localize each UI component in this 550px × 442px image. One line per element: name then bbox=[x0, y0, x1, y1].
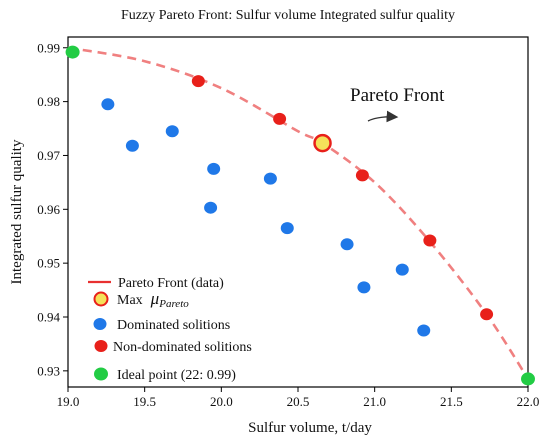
x-tick-label: 21.5 bbox=[440, 394, 463, 409]
x-tick-label: 21.0 bbox=[363, 394, 386, 409]
dominated-point bbox=[395, 263, 409, 276]
y-tick-label: 0.99 bbox=[37, 40, 60, 55]
non-dominated-point bbox=[191, 75, 205, 88]
legend-label-max: Max μPareto bbox=[117, 289, 189, 310]
legend-swatch-dominated bbox=[93, 318, 107, 330]
legend-swatch-max bbox=[93, 291, 109, 307]
legend-label-max-symbol: μ bbox=[150, 289, 160, 308]
dominated-point bbox=[417, 324, 431, 337]
dominated-point bbox=[280, 222, 294, 235]
dominated-point bbox=[340, 238, 354, 251]
non-dominated-point bbox=[423, 234, 437, 247]
legend-swatch-ideal bbox=[94, 367, 108, 381]
x-tick-label: 19.5 bbox=[133, 394, 156, 409]
plot-frame bbox=[67, 36, 529, 388]
x-tick-label: 22.0 bbox=[517, 394, 540, 409]
legend-label-max-text: Max bbox=[117, 293, 143, 308]
y-tick-label: 0.98 bbox=[37, 94, 60, 109]
pareto-front-annotation-text: Pareto Front bbox=[350, 85, 445, 106]
legend-item-dominated: Dominated solitions bbox=[93, 318, 230, 333]
y-tick-label: 0.95 bbox=[37, 256, 60, 271]
ideal-point bbox=[65, 45, 80, 59]
x-tick-label: 20.5 bbox=[287, 394, 310, 409]
y-tick-label: 0.96 bbox=[37, 202, 60, 217]
dominated-point bbox=[101, 98, 115, 111]
legend-item-non-dominated: Non-dominated solitions bbox=[94, 340, 252, 355]
non-dominated-point bbox=[273, 112, 287, 125]
dominated-point bbox=[125, 139, 139, 152]
dominated-point bbox=[263, 172, 277, 185]
legend-item-pareto-front: Pareto Front (data) bbox=[88, 276, 224, 291]
legend-item-max: Max μPareto bbox=[93, 289, 189, 310]
legend-label-dominated: Dominated solitions bbox=[117, 318, 230, 333]
annotation-arrow bbox=[367, 110, 399, 123]
x-tick-label: 19.0 bbox=[57, 394, 80, 409]
axes bbox=[67, 36, 529, 388]
y-axis-ticks: 0.93 0.94 0.95 0.96 0.97 0.98 0.99 bbox=[37, 40, 68, 378]
chart-title: Fuzzy Pareto Front: Sulfur volume Integr… bbox=[121, 8, 455, 23]
legend-label-max-subscript: Pareto bbox=[158, 298, 189, 310]
y-tick-label: 0.94 bbox=[37, 310, 60, 325]
legend: Pareto Front (data) Max μPareto Dominated… bbox=[88, 276, 252, 383]
dominated-point bbox=[207, 162, 221, 175]
legend-label-pareto-front: Pareto Front (data) bbox=[118, 276, 224, 291]
plot-area bbox=[65, 45, 535, 386]
x-tick-label: 20.0 bbox=[210, 394, 233, 409]
non-dominated-point bbox=[480, 308, 494, 321]
x-axis-label: Sulfur volume, t/day bbox=[248, 420, 372, 436]
pareto-front-annotation: Pareto Front bbox=[350, 85, 445, 123]
y-tick-label: 0.93 bbox=[37, 363, 60, 378]
y-axis-label: Integrated sulfur quality bbox=[9, 139, 25, 284]
non-dominated-point bbox=[355, 169, 369, 182]
max-mu-pareto-point bbox=[313, 133, 332, 153]
legend-label-ideal: Ideal point (22: 0.99) bbox=[117, 368, 236, 383]
ideal-point bbox=[521, 372, 535, 386]
y-tick-label: 0.97 bbox=[37, 148, 60, 163]
dominated-point bbox=[204, 201, 218, 214]
x-axis-ticks: 19.0 19.5 20.0 20.5 21.0 21.5 22.0 bbox=[57, 387, 540, 409]
legend-label-non-dominated: Non-dominated solitions bbox=[113, 340, 252, 355]
legend-item-ideal: Ideal point (22: 0.99) bbox=[94, 367, 236, 383]
dominated-point bbox=[165, 125, 179, 138]
dominated-point bbox=[357, 281, 371, 294]
legend-swatch-non-dominated bbox=[94, 340, 108, 352]
